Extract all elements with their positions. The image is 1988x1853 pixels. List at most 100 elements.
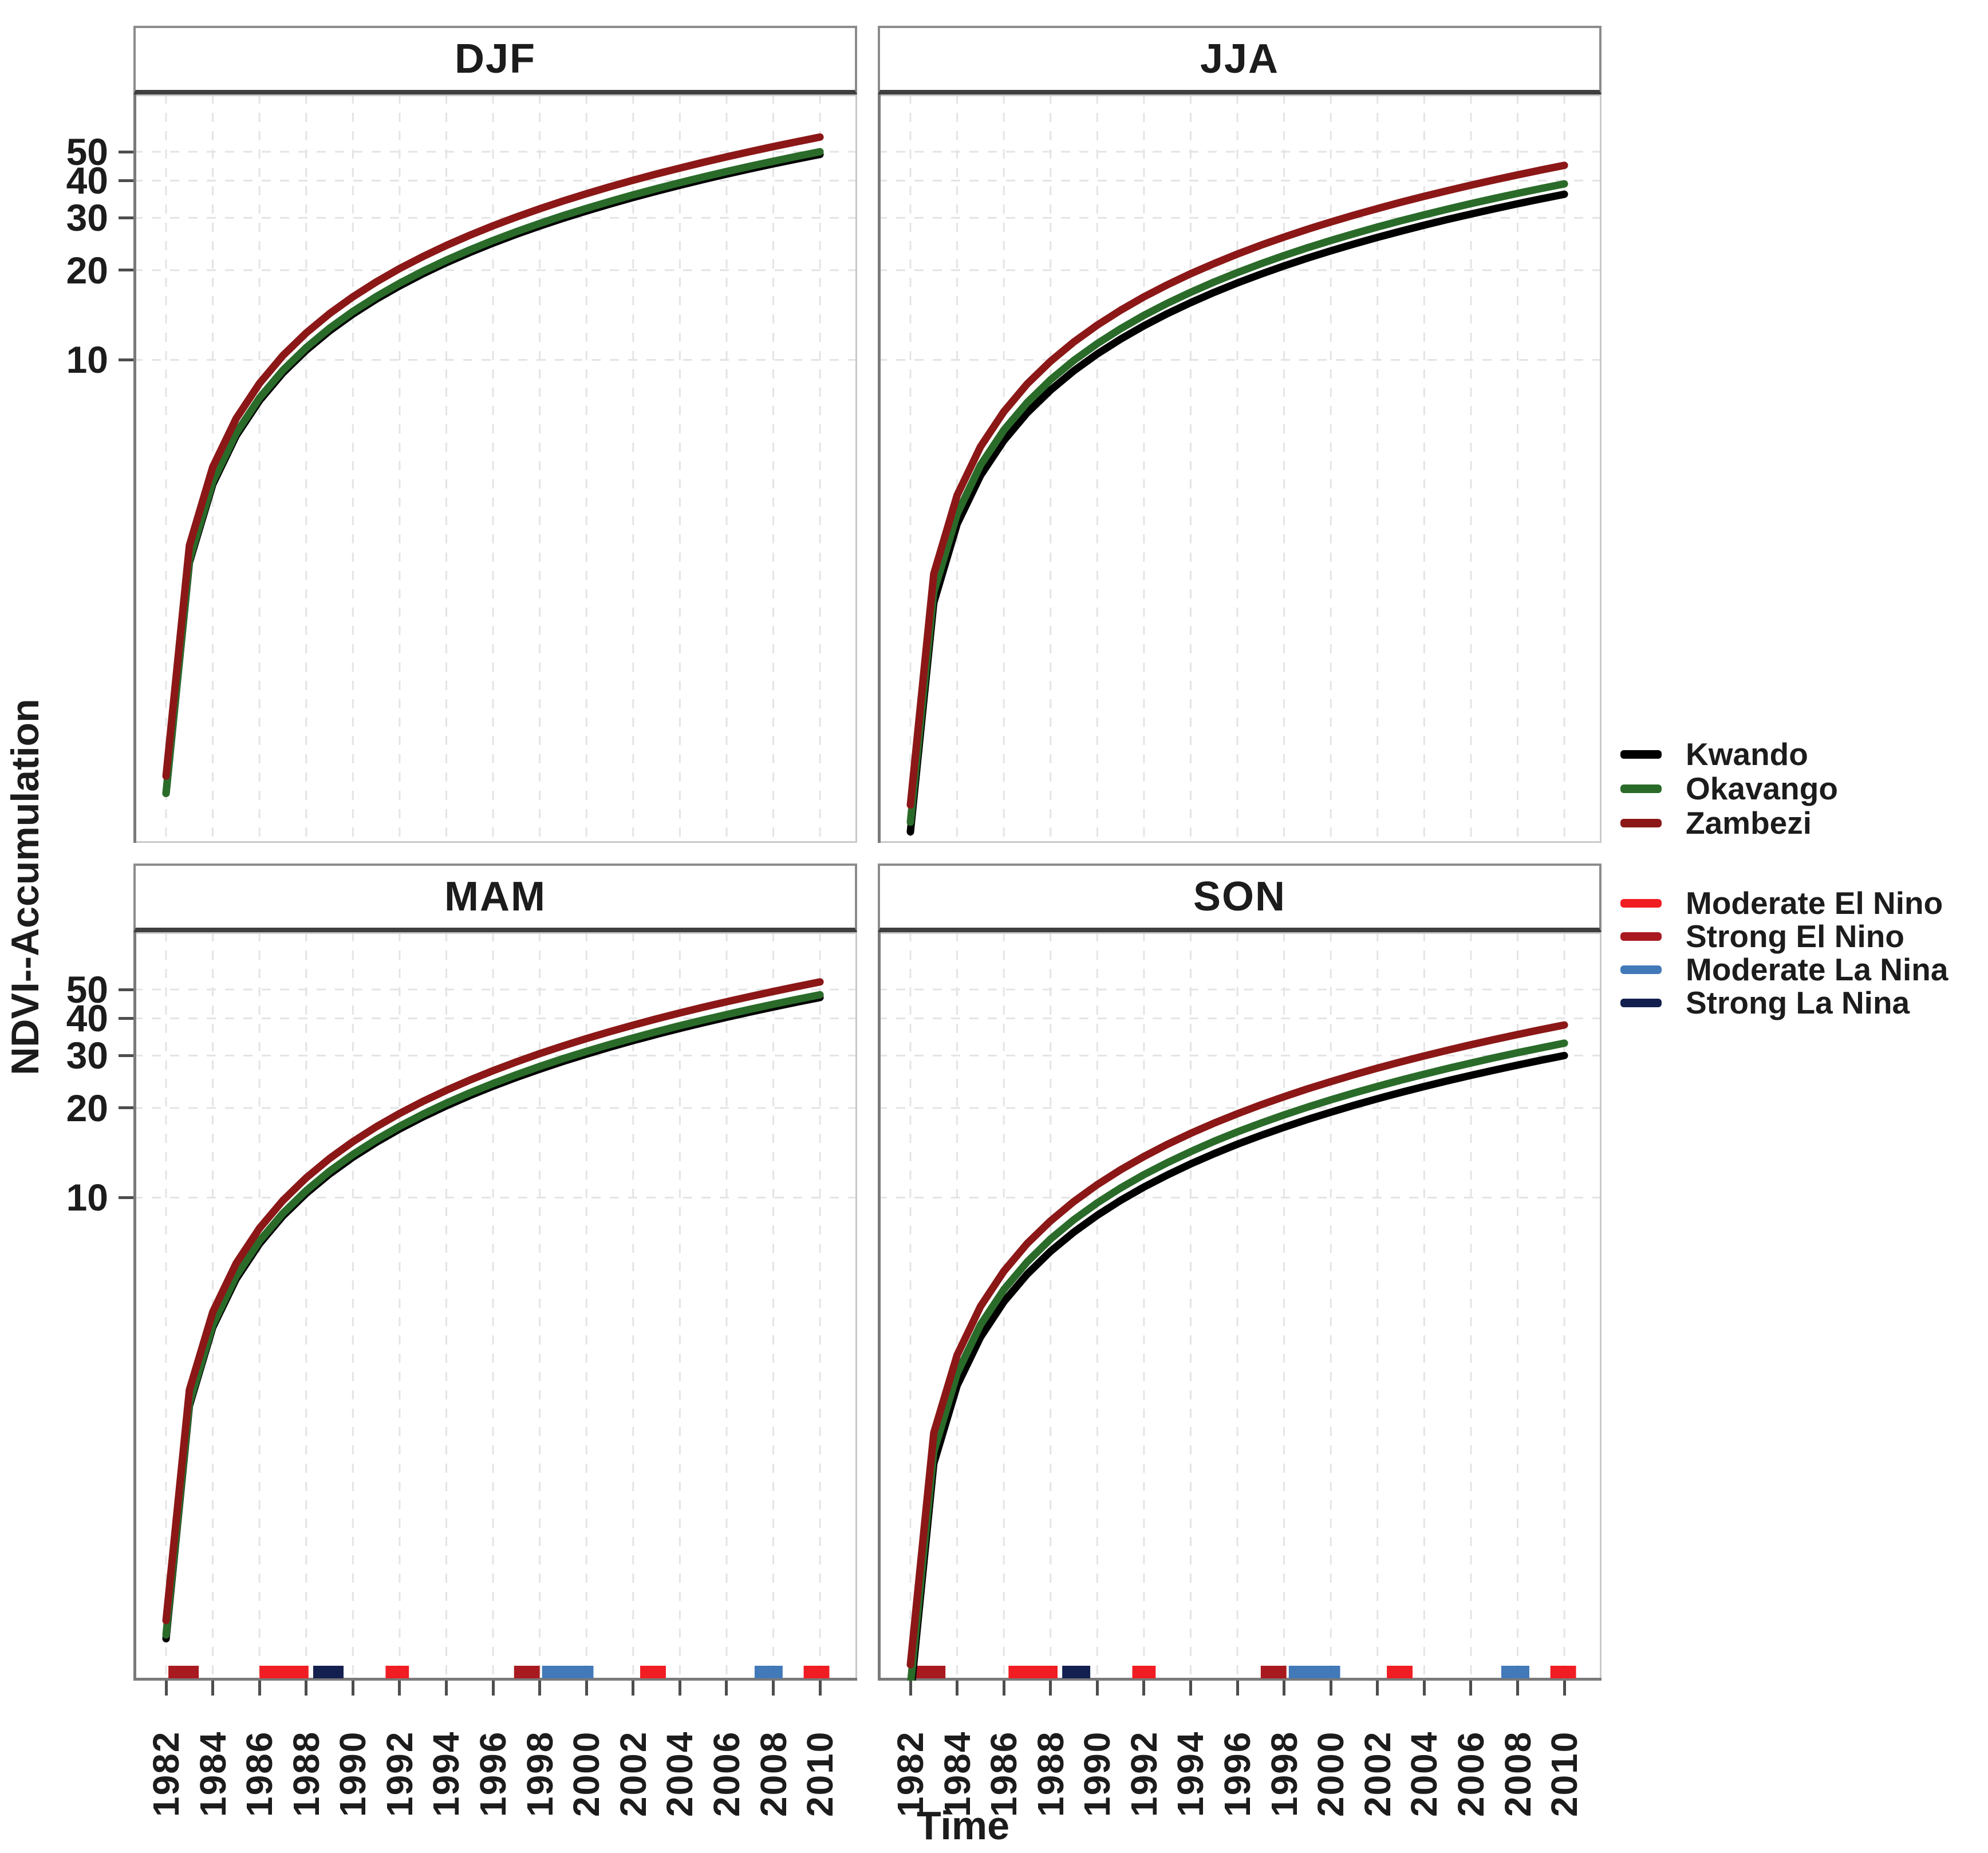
legend-label: Moderate La Nina [1686,952,1948,987]
x-tick-label: 1982 [890,1730,931,1817]
x-tick-mark [164,1681,168,1696]
panel-jja: JJA [878,26,1602,843]
facet-strip-mam: MAM [133,864,857,932]
rug-marker-moderate_el_nino [1550,1666,1576,1678]
x-tick-label: 1990 [332,1730,374,1817]
moderate-el-nino-swatch-icon [1620,898,1662,908]
rug-marker-moderate_el_nino [1387,1666,1413,1678]
series-line-kwando [906,1051,1568,1701]
x-tick-label: 2008 [1497,1730,1539,1817]
y-tick-mark [119,1054,133,1057]
x-tick-mark [1283,1681,1286,1696]
rug-marker-strong_la_nina [1062,1666,1091,1678]
x-tick-mark [1422,1681,1426,1696]
series-line-zambezi [162,978,824,1625]
plot-area-jja [878,94,1602,843]
plot-area-djf [133,94,857,843]
rug-marker-strong_el_nino [1260,1666,1287,1678]
x-tick-mark [211,1681,215,1696]
y-tick-label: 20 [66,249,108,291]
legend-label: Zambezi [1686,805,1812,841]
rug-marker-strong_el_nino [915,1666,946,1678]
y-tick-mark [119,358,133,361]
rug-marker-moderate_el_nino [803,1666,830,1678]
panel-djf: DJF [133,26,857,843]
x-tick-label: 2000 [566,1730,608,1817]
y-tick-mark [119,179,133,182]
x-tick-label: 1996 [472,1730,514,1817]
x-tick-label: 1998 [1263,1730,1305,1817]
series-line-okavango [906,1039,1568,1689]
x-tick-label: 2008 [752,1730,794,1817]
y-tick-mark [119,1016,133,1020]
x-tick-label: 1988 [285,1730,327,1817]
rug-marker-moderate_el_nino [385,1666,409,1678]
y-tick-mark [119,269,133,272]
x-tick-mark [1236,1681,1239,1696]
x-tick-mark [351,1681,354,1696]
x-tick-label: 2004 [659,1730,701,1817]
facet-title-mam: MAM [444,874,546,920]
plot-area-son [878,932,1602,1701]
series-line-zambezi [906,161,1568,809]
x-tick-mark [1563,1681,1566,1696]
series-line-zambezi [906,1021,1568,1669]
series-line-okavango [162,148,824,797]
facet-title-djf: DJF [454,36,537,82]
x-tick-label: 1992 [378,1730,420,1817]
x-tick-label: 1986 [239,1730,281,1817]
x-tick-mark [538,1681,542,1696]
x-tick-mark [1049,1681,1052,1696]
x-tick-mark [398,1681,401,1696]
rug-marker-moderate_la_nina [1501,1666,1529,1678]
okavango-line-swatch-icon [1620,784,1662,793]
plot-area-mam [133,932,857,1681]
zambezi-line-swatch-icon [1620,818,1662,827]
x-tick-label: 1990 [1076,1730,1118,1817]
y-tick-mark [119,1106,133,1110]
x-tick-label: 2006 [1450,1730,1492,1817]
x-tick-mark [772,1681,775,1696]
panel-son: SON [878,864,1602,1701]
rug-marker-strong_la_nina [313,1666,344,1678]
x-tick-mark [678,1681,681,1696]
x-tick-mark [305,1681,308,1696]
legend-label: Strong El Nino [1686,918,1904,954]
x-tick-mark [1189,1681,1192,1696]
x-tick-mark [1329,1681,1332,1696]
y-tick-label: 10 [66,1176,108,1219]
y-tick-label: 10 [66,338,108,381]
x-tick-label: 2006 [705,1730,747,1817]
x-tick-label: 2002 [1356,1730,1398,1817]
x-tick-mark [585,1681,588,1696]
x-tick-label: 2010 [799,1730,841,1817]
series-line-zambezi [162,133,824,780]
legend-item-kwando: Kwando [1620,736,1808,772]
strong-el-nino-swatch-icon [1620,932,1662,941]
legend-item-moderate-el-nino: Moderate El Nino [1620,885,1943,921]
x-tick-mark [818,1681,822,1696]
x-tick-mark [444,1681,448,1696]
legend-item-moderate-la-nina: Moderate La Nina [1620,952,1948,987]
facet-title-son: SON [1193,874,1287,920]
x-tick-mark [725,1681,728,1696]
x-tick-label: 1992 [1123,1730,1165,1817]
x-tick-mark [1002,1681,1005,1696]
rug-marker-moderate_el_nino [1008,1666,1058,1678]
x-tick-label: 1984 [192,1730,234,1817]
legend-label: Strong La Nina [1686,985,1910,1020]
legend-label: Okavango [1686,771,1838,806]
x-tick-label: 2010 [1544,1730,1585,1817]
y-tick-mark [119,150,133,153]
x-tick-mark [1142,1681,1146,1696]
facet-strip-jja: JJA [878,26,1602,94]
x-axis-title: Time [916,1803,1010,1848]
rug-marker-moderate_la_nina [754,1666,783,1678]
rug-marker-strong_el_nino [514,1666,540,1678]
x-tick-label: 1996 [1217,1730,1259,1817]
facet-strip-djf: DJF [133,26,857,94]
x-tick-label: 2004 [1403,1730,1445,1817]
legend-item-zambezi: Zambezi [1620,805,1812,841]
x-tick-label: 1994 [1170,1730,1212,1817]
